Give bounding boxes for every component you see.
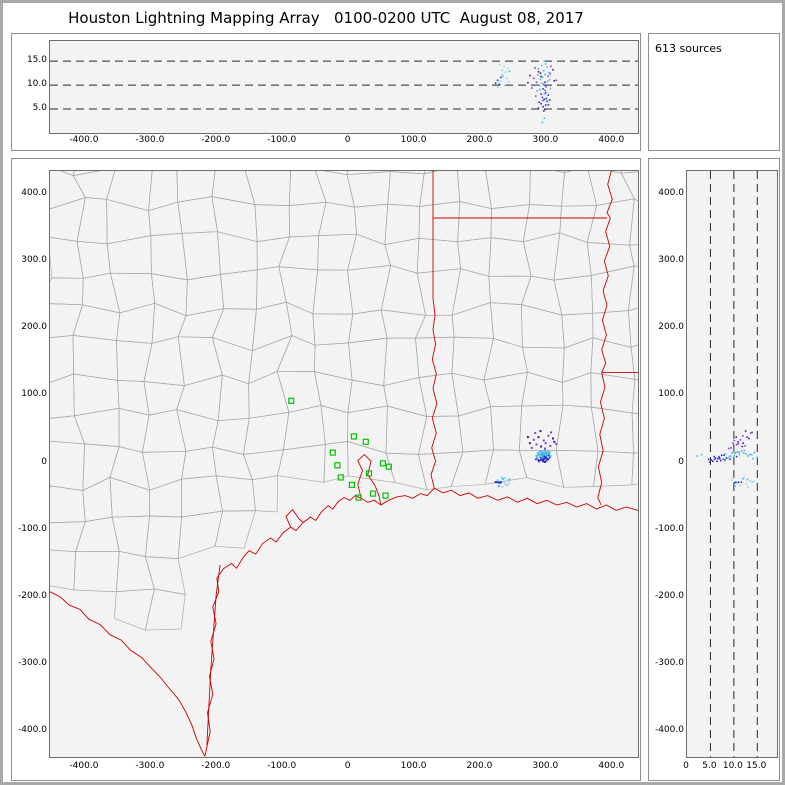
tick-label-alt: 10.0 (722, 761, 743, 771)
tick-label-ns: 300.0 (21, 255, 47, 266)
tick-label-ew: 100.0 (400, 135, 427, 145)
tick-label-ew: -100.0 (267, 761, 297, 771)
lma-station-marker (288, 397, 295, 404)
tick-label-ns: -200.0 (17, 591, 47, 602)
tick-label-ns: -200.0 (654, 591, 684, 602)
coast-line (204, 487, 638, 757)
tick-label-alt: 0 (683, 761, 689, 771)
tick-label-alt: 15.0 (746, 761, 767, 771)
altitude-ns-panel: 400.0 300.0 200.0 100.0 0 -100.0 -200.0 -300.0 -… (648, 158, 780, 781)
tick-label-ew: -200.0 (201, 761, 231, 771)
lma-station-marker (365, 470, 373, 477)
tick-label-ew: 0 (344, 761, 351, 771)
tx-la-border-line (430, 218, 438, 489)
tick-label-ew: 100.0 (400, 761, 427, 771)
tick-label-ew: 300.0 (532, 135, 559, 145)
tick-label-alt: 5.0 (702, 761, 717, 771)
tick-label-ns: -100.0 (654, 523, 684, 534)
tick-label-alt: 10.0 (26, 79, 47, 90)
lma-station-marker (350, 433, 357, 440)
tick-label-ns: 300.0 (658, 255, 684, 266)
tick-label-ew: -300.0 (135, 761, 165, 771)
lma-station-marker (382, 492, 389, 499)
mississippi-river-line (597, 171, 613, 506)
tick-label-ns: 200.0 (658, 322, 684, 333)
tick-label-alt: 15.0 (26, 55, 47, 66)
altitude-ns-plot[interactable] (686, 170, 778, 758)
altitude-ns-scatter (696, 171, 759, 757)
tick-label-ew: 300.0 (532, 761, 559, 771)
lma-station-marker (355, 494, 362, 501)
tick-label-ns: -300.0 (654, 658, 684, 669)
tick-label-ew: -100.0 (267, 135, 297, 145)
tick-label-ns: 400.0 (658, 187, 684, 198)
lma-station-marker (362, 438, 369, 445)
tick-label-ns: -400.0 (17, 725, 47, 736)
tick-label-alt: 5.0 (32, 103, 47, 114)
tick-label-ew: 0 (344, 135, 351, 145)
plan-view-panel: 400.0 300.0 200.0 100.0 0 -100.0 -200.0 -300.0 -… (11, 158, 641, 781)
tick-label-ew: -400.0 (69, 761, 99, 771)
altitude-ew-plot[interactable] (49, 40, 639, 134)
matagorda-bay-line (285, 508, 304, 528)
altitude-ew-scatter (50, 60, 638, 124)
source-count-label: 613 sources (655, 42, 722, 55)
tick-label-ns: 100.0 (21, 389, 47, 400)
tick-label-ew: -400.0 (69, 135, 99, 145)
plan-view-plot[interactable] (49, 170, 639, 758)
lma-station-marker (329, 449, 336, 456)
tick-label-ew: 400.0 (598, 761, 625, 771)
page-title: Houston Lightning Mapping Array 0100-020… (68, 9, 584, 27)
lma-station-marker (348, 481, 356, 488)
tick-label-ew: -200.0 (201, 135, 231, 145)
tick-label-ns: 0 (41, 456, 47, 467)
tick-label-ew: 400.0 (598, 135, 625, 145)
tick-label-ns: -400.0 (654, 725, 684, 736)
altitude-ew-panel: 15.0 10.0 5.0 -400.0 -300.0 -200.0 -100.0 0 100… (11, 33, 641, 151)
barrier-island-line (206, 564, 221, 745)
tick-label-ew: -300.0 (135, 135, 165, 145)
lma-station-marker (369, 490, 377, 497)
source-count-panel: 613 sources (648, 33, 780, 151)
plan-view-map (50, 171, 638, 757)
lma-station-marker (385, 463, 392, 470)
tick-label-ns: -100.0 (17, 523, 47, 534)
galveston-bay-line (357, 453, 382, 506)
tick-label-ew: 200.0 (466, 761, 493, 771)
lma-station-marker (337, 474, 344, 481)
tick-label-ew: 200.0 (466, 135, 493, 145)
rio-grande-line (50, 591, 206, 757)
lma-station-marker (379, 460, 386, 467)
tick-label-ns: 400.0 (21, 187, 47, 198)
tick-label-ns: 0 (678, 456, 684, 467)
tick-label-ns: 100.0 (658, 389, 684, 400)
tick-label-ns: 200.0 (21, 322, 47, 333)
lma-station-marker (334, 462, 341, 469)
tick-label-ns: -300.0 (17, 658, 47, 669)
